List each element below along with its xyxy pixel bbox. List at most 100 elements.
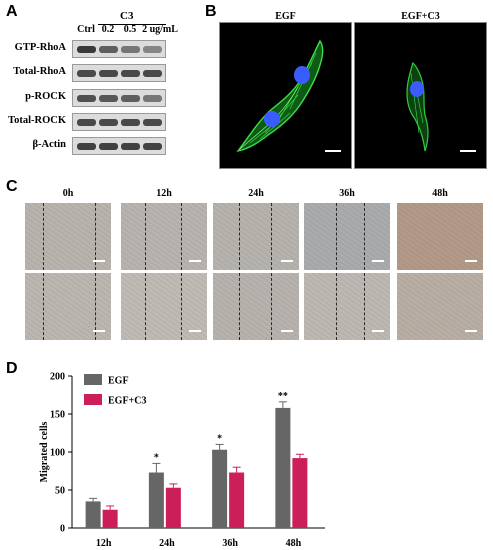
wound-edge-line xyxy=(181,273,182,340)
blot-band xyxy=(99,70,118,77)
blot-band xyxy=(143,119,162,126)
legend-swatch xyxy=(84,374,102,385)
scale-bar xyxy=(325,150,341,152)
timepoint-label: 0h xyxy=(62,188,74,199)
blot-row-label: GTP-RhoA xyxy=(14,42,66,53)
legend-label: EGF xyxy=(108,376,129,387)
lane-label: 2 ug/mL xyxy=(142,24,178,35)
wound-edge-line xyxy=(364,203,365,270)
blot-band xyxy=(77,95,96,102)
blot-band xyxy=(99,143,118,150)
scale-bar xyxy=(372,260,384,262)
scale-bar xyxy=(281,330,293,332)
wound-edge-line xyxy=(336,273,337,340)
fluo-title-egf: EGF xyxy=(275,11,296,22)
y-tick-label: 0 xyxy=(60,524,65,535)
wound-edge-line xyxy=(181,203,182,270)
significance-marker: * xyxy=(154,452,159,463)
bar-egf xyxy=(148,472,164,528)
panel-c-letter: C xyxy=(6,178,18,195)
y-tick-label: 100 xyxy=(50,448,65,459)
lane-label: 0.5 xyxy=(123,24,137,35)
panel-a-letter: A xyxy=(6,3,18,20)
wound-edge-line xyxy=(271,273,272,340)
blot-row-label: Total-ROCK xyxy=(8,115,66,126)
legend-label: EGF+C3 xyxy=(108,396,146,407)
wound-edge-line xyxy=(43,203,44,270)
wound-edge-line xyxy=(336,203,337,270)
scratch-image xyxy=(213,203,299,270)
legend-swatch xyxy=(84,394,102,405)
x-tick-label: 24h xyxy=(159,538,175,549)
blot-strip xyxy=(72,64,166,82)
blot-band xyxy=(99,46,118,53)
scale-bar xyxy=(372,330,384,332)
blot-band xyxy=(121,119,140,126)
blot-band xyxy=(143,70,162,77)
blot-band xyxy=(121,95,140,102)
wound-edge-line xyxy=(239,203,240,270)
timepoint-label: 24h xyxy=(248,188,264,199)
scratch-image xyxy=(304,273,390,340)
blot-band xyxy=(121,70,140,77)
scratch-image xyxy=(213,273,299,340)
bar-egf-c3 xyxy=(102,509,118,528)
blot-band xyxy=(77,46,96,53)
blot-band xyxy=(143,143,162,150)
blot-band xyxy=(121,143,140,150)
blot-row-label: Total-RhoA xyxy=(13,66,66,77)
egf-c3-nucleus xyxy=(410,81,424,97)
x-tick-label: 48h xyxy=(286,538,302,549)
blot-row-label: p-ROCK xyxy=(25,91,66,102)
wound-edge-line xyxy=(145,203,146,270)
fluorescence-image-egf-c3 xyxy=(354,22,487,169)
wound-edge-line xyxy=(271,203,272,270)
bar-egf xyxy=(212,449,228,528)
wound-edge-line xyxy=(43,273,44,340)
x-tick-label: 12h xyxy=(96,538,112,549)
y-tick-label: 200 xyxy=(50,372,65,383)
blot-band xyxy=(143,95,162,102)
scratch-image xyxy=(397,203,483,270)
x-tick-label: 36h xyxy=(222,538,238,549)
scale-bar xyxy=(189,260,201,262)
wound-edge-line xyxy=(364,273,365,340)
lane-label: 0.2 xyxy=(101,24,115,35)
blot-band xyxy=(77,143,96,150)
panel-d-letter: D xyxy=(6,360,18,377)
blot-row-label: β-Actin xyxy=(32,139,66,150)
egf-nucleus-bottom xyxy=(264,111,280,127)
wound-edge-line xyxy=(95,203,96,270)
y-tick-label: 50 xyxy=(55,486,65,497)
bar-egf xyxy=(85,501,101,528)
significance-marker: * xyxy=(217,433,222,444)
blot-strip xyxy=(72,89,166,107)
significance-marker: ** xyxy=(278,391,288,402)
timepoint-label: 48h xyxy=(432,188,448,199)
blot-band xyxy=(143,46,162,53)
bar-egf-c3 xyxy=(229,472,245,528)
y-axis-label: Migrated cells xyxy=(39,421,50,482)
scale-bar xyxy=(460,150,476,152)
panel-b-letter: B xyxy=(205,3,217,20)
scale-bar xyxy=(93,260,105,262)
egf-nucleus-top xyxy=(294,66,310,84)
scale-bar xyxy=(189,330,201,332)
egf-cell-svg xyxy=(236,39,324,153)
scratch-image xyxy=(121,273,207,340)
scratch-image xyxy=(397,273,483,340)
scale-bar xyxy=(93,330,105,332)
blot-band xyxy=(99,119,118,126)
c3-treatment-header: C3 xyxy=(120,10,134,22)
scratch-image xyxy=(25,273,111,340)
c3-header-line xyxy=(98,24,166,25)
scratch-image xyxy=(304,203,390,270)
scratch-image xyxy=(121,203,207,270)
blot-band xyxy=(99,95,118,102)
timepoint-label: 12h xyxy=(156,188,172,199)
scale-bar xyxy=(465,260,477,262)
egf-c3-cell-svg xyxy=(406,61,429,152)
blot-band xyxy=(77,70,96,77)
bar-egf-c3 xyxy=(292,458,308,528)
wound-edge-line xyxy=(239,273,240,340)
